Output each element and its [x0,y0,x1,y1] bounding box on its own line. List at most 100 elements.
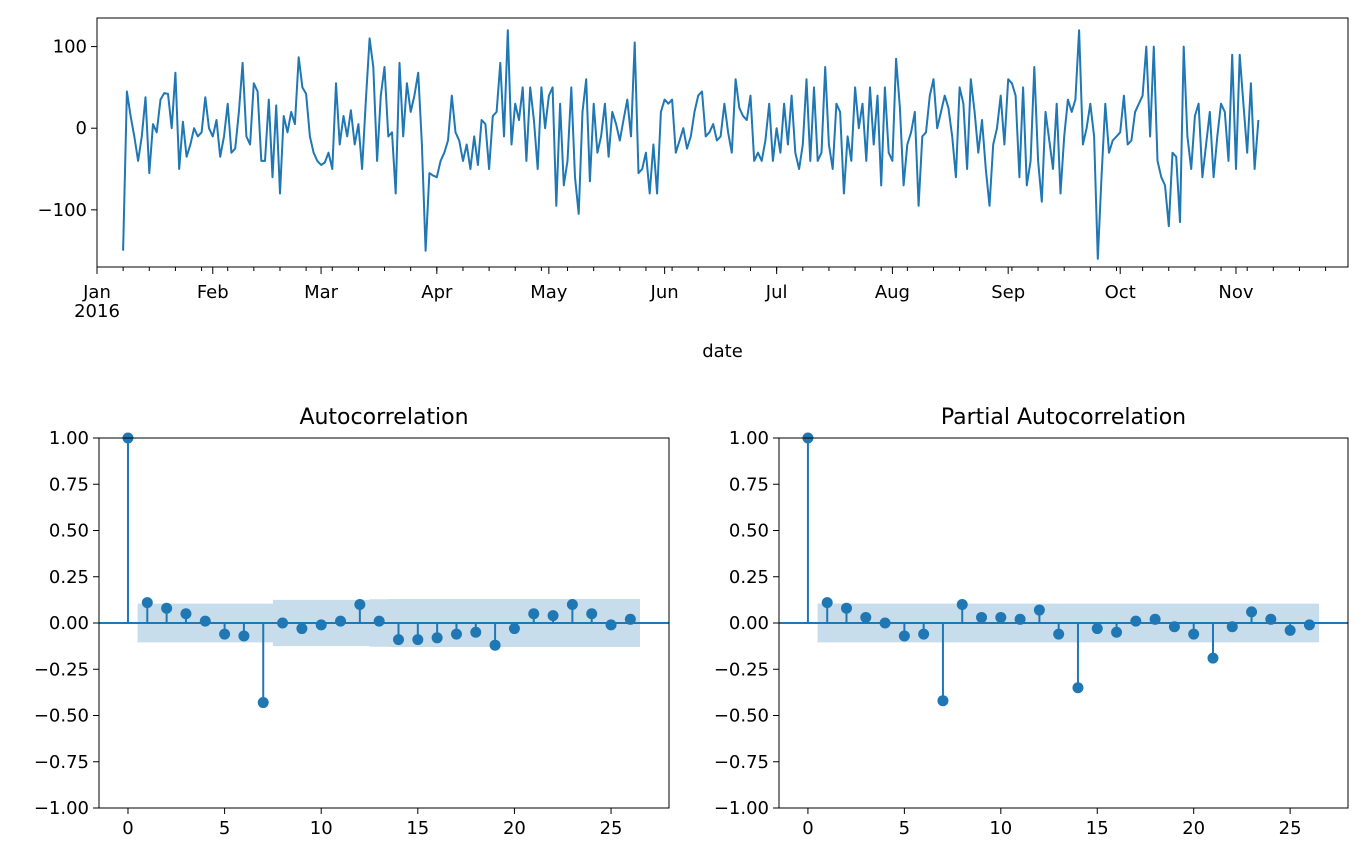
y-tick-label: 0.25 [729,567,769,588]
stem-marker [1111,626,1123,638]
stem-marker [238,630,250,642]
x-tick-label: 25 [600,818,623,839]
y-tick-label: −0.50 [34,706,89,727]
stem-marker [257,697,269,709]
stem-marker [431,632,443,644]
stem-marker [1265,613,1277,625]
stem-marker [528,608,540,620]
partial-autocorrelation-chart: 1.00 0.75 0.50 0.25 0.00 −0.25 −0.50 −0.75 −1.00… [714,405,1349,839]
stem-marker [412,634,424,646]
stem-marker [566,599,578,610]
y-tick-label: −0.25 [34,659,89,680]
y-tick-label: 1.00 [729,428,769,449]
x-tick-label: 5 [899,818,910,839]
stem-marker [161,602,173,614]
x-tick-label: Jun [650,282,679,303]
stem-marker [937,695,949,707]
x-tick-label: 20 [1182,818,1205,839]
x-tick-label: May [530,282,568,303]
y-tick-label: 0.00 [49,613,89,634]
y-tick-label: 1.00 [49,428,89,449]
time-series-chart: 100 0 −100 Jan 2016 Feb Mar Apr May Jun Jul Aug Sep O… [38,17,1349,362]
stem-marker [879,617,891,629]
stem-marker [199,615,211,627]
stem-marker [219,628,231,640]
y-tick-label: −0.25 [714,659,769,680]
stem-marker [354,599,366,610]
stem-marker [141,597,153,609]
stem-marker [995,611,1007,623]
y-tick-label: −0.50 [714,706,769,727]
stem-marker [277,617,289,629]
stem-marker [450,628,462,640]
x-axis-label: date [702,341,743,362]
y-tick-label: −100 [38,200,87,221]
stem-marker [956,599,968,610]
x-tick-label: 0 [802,818,813,839]
stem-marker [1303,619,1315,631]
y-tick-label: −0.75 [714,752,769,773]
x-tick-label: Nov [1218,282,1253,303]
x-tick-label: 20 [503,818,526,839]
stem-marker [1033,604,1045,616]
stem-marker [841,602,853,614]
x-tick-label: 15 [1086,818,1109,839]
stem-marker [296,623,308,635]
x-tick-label: Oct [1105,282,1136,303]
stem-marker [1091,623,1103,635]
x-tick-label: 15 [406,818,429,839]
y-tick-label: 0 [76,118,87,139]
y-tick-label: 0.00 [729,613,769,634]
stem-marker [1149,613,1161,625]
stem-marker [1246,606,1258,618]
stem-marker [1207,652,1219,664]
x-tick-label: Mar [304,282,339,303]
y-tick-label: −1.00 [34,798,89,819]
stem-marker [508,623,520,635]
x-tick-label: Aug [875,282,910,303]
stem-marker [1226,621,1238,633]
stem-marker [1130,615,1142,627]
stem-marker [315,619,327,631]
stem-marker [586,608,598,620]
stem-marker [605,619,617,631]
series-line [122,29,1260,260]
plot-frame [96,17,1349,268]
chart-title: Autocorrelation [299,405,468,430]
stem-marker [373,615,385,627]
stem-marker [1014,613,1026,625]
stem-marker [1072,682,1084,694]
x-tick-label: 25 [1279,818,1302,839]
stem-marker [489,639,501,651]
y-tick-label: 0.25 [49,567,89,588]
y-tick-label: 0.75 [729,474,769,495]
x-tick-label: 5 [219,818,230,839]
chart-title: Partial Autocorrelation [941,405,1186,430]
y-tick-label: −0.75 [34,752,89,773]
x-tick-label: Sep [991,282,1025,303]
stem-marker [335,615,347,627]
stem-marker [821,597,833,609]
stem-marker [624,613,636,625]
x-tick-label: 0 [122,818,133,839]
stem-marker [976,611,988,623]
stem-marker [1168,621,1180,633]
x-tick-label: Apr [421,282,453,303]
stem-marker [180,608,192,620]
y-tick-label: 0.50 [49,521,89,542]
x-tick-label: Feb [197,282,229,303]
x-tick-label: 10 [989,818,1012,839]
stem-marker [1284,624,1296,636]
x-tick-label: Jul [765,282,788,303]
y-tick-label: 0.75 [49,474,89,495]
stem-marker [1188,628,1200,640]
x-tick-label: 10 [310,818,333,839]
y-tick-label: 0.50 [729,521,769,542]
autocorrelation-chart: 1.00 0.75 0.50 0.25 0.00 −0.25 −0.50 −0.75 −1.00… [34,405,670,839]
stem-marker [918,628,930,640]
y-tick-label: 100 [53,37,87,58]
stem-marker [392,634,404,646]
stem-marker [860,611,872,623]
y-tick-label: −1.00 [714,798,769,819]
